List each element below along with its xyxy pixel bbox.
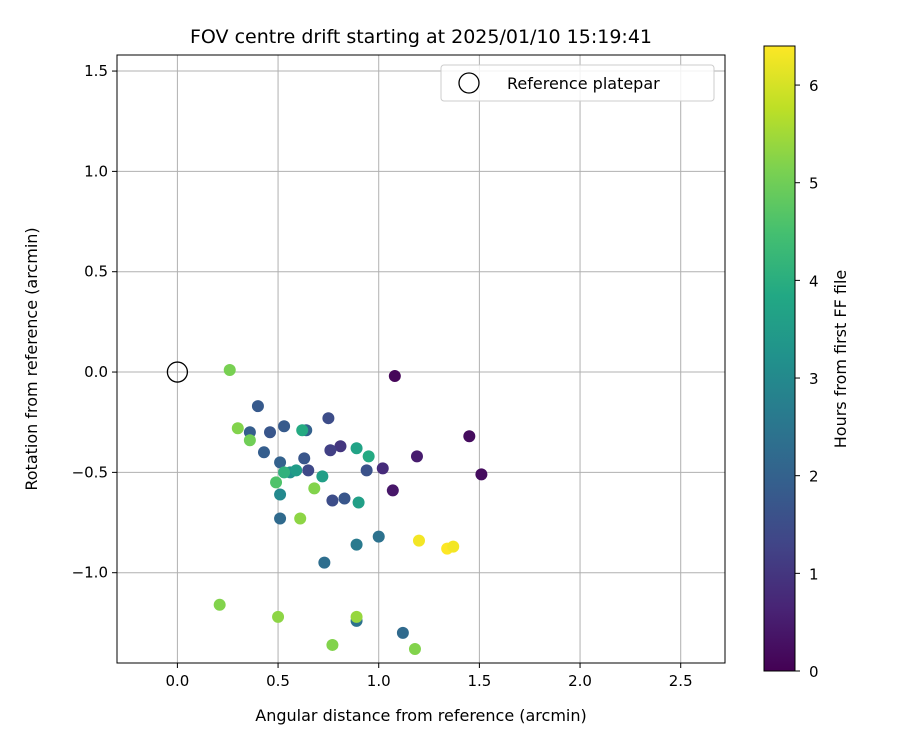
legend: Reference platepar [440, 64, 715, 102]
data-point [360, 464, 373, 477]
data-point [243, 434, 256, 447]
data-point [274, 456, 287, 469]
data-point [290, 464, 303, 477]
x-axis-label: Angular distance from reference (arcmin) [255, 706, 586, 725]
data-point [274, 512, 287, 525]
data-point [278, 420, 291, 433]
data-point [386, 484, 399, 497]
data-point [372, 530, 385, 543]
colorbar-ticks: 0 1 2 3 4 5 6 [795, 77, 819, 681]
data-point [350, 538, 363, 551]
reference-marker-group [166, 361, 189, 383]
data-points [213, 364, 488, 655]
legend-marker [458, 72, 480, 94]
data-point [410, 450, 423, 463]
data-point [326, 638, 339, 651]
data-point [322, 412, 335, 425]
data-point [296, 424, 309, 437]
data-point [272, 610, 285, 623]
y-tick-label: −0.5 [72, 463, 108, 481]
x-tick-label: 2.0 [568, 672, 592, 690]
data-point [396, 626, 409, 639]
colorbar-tick-label: 1 [809, 565, 819, 583]
data-point [274, 488, 287, 501]
data-point [213, 598, 226, 611]
reference-marker [166, 361, 189, 383]
x-tick-label: 1.5 [467, 672, 491, 690]
y-tick-label: −1.0 [72, 564, 108, 582]
data-point [350, 610, 363, 623]
data-point [388, 370, 401, 383]
colorbar: 0 1 2 3 4 5 6 Hours from first FF file [763, 45, 850, 681]
data-point [447, 540, 460, 553]
data-point [223, 364, 236, 377]
colorbar-tick-label: 5 [809, 175, 819, 193]
data-point [316, 470, 329, 483]
data-point [463, 430, 476, 443]
data-point [302, 464, 315, 477]
colorbar-tick-label: 0 [809, 663, 819, 681]
data-point [408, 642, 421, 655]
data-point [257, 446, 270, 459]
data-point [352, 496, 365, 509]
colorbar-tick-label: 3 [809, 370, 819, 388]
colorbar-tick-label: 2 [809, 468, 819, 486]
data-point [231, 422, 244, 435]
data-point [294, 512, 307, 525]
data-point [475, 468, 488, 481]
data-point [278, 466, 291, 479]
y-tick-label: 1.5 [84, 62, 108, 80]
legend-box [440, 64, 715, 102]
x-tick-label: 2.5 [669, 672, 693, 690]
x-tick-label: 0.0 [165, 672, 189, 690]
data-point [350, 442, 363, 455]
x-tick-label: 1.0 [367, 672, 391, 690]
data-point [298, 452, 311, 465]
data-point [326, 494, 339, 507]
data-point [324, 444, 337, 457]
data-point [412, 534, 425, 547]
colorbar-tick-label: 4 [809, 272, 819, 290]
y-axis-ticks: 1.5 1.0 0.5 0.0 −0.5 −1.0 [72, 62, 117, 582]
data-point [376, 462, 389, 475]
chart-title: FOV centre drift starting at 2025/01/10 … [190, 26, 652, 48]
data-point [251, 400, 264, 413]
data-point [338, 492, 351, 505]
grid-lines [117, 55, 725, 663]
y-tick-label: 0.5 [84, 263, 108, 281]
colorbar-gradient [763, 45, 796, 672]
colorbar-label: Hours from first FF file [831, 270, 850, 449]
plot-frame [116, 54, 726, 664]
colorbar-tick-label: 6 [809, 77, 819, 95]
y-tick-label: 0.0 [84, 363, 108, 381]
legend-label: Reference platepar [507, 74, 660, 93]
data-point [270, 476, 283, 489]
data-point [334, 440, 347, 453]
x-tick-label: 0.5 [266, 672, 290, 690]
data-point [308, 482, 321, 495]
data-point [318, 556, 331, 569]
y-tick-label: 1.0 [84, 162, 108, 180]
x-axis-ticks: 0.0 0.5 1.0 1.5 2.0 2.5 [165, 663, 693, 690]
data-point [264, 426, 277, 439]
y-axis-label: Rotation from reference (arcmin) [22, 227, 41, 490]
data-point [362, 450, 375, 463]
